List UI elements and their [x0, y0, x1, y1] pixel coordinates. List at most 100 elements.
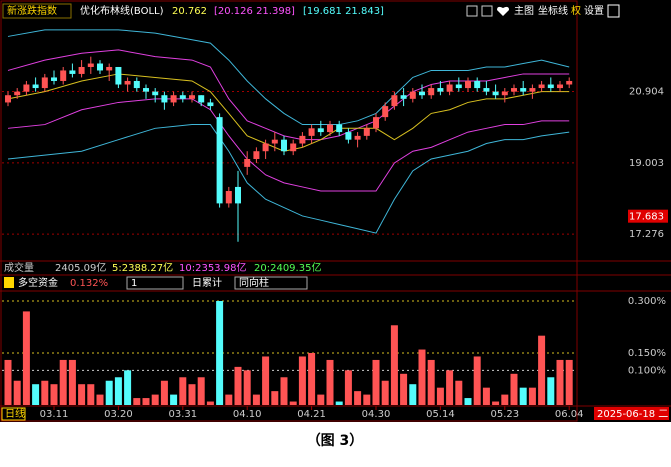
bar: [13, 380, 21, 405]
candle-body: [106, 66, 113, 71]
select-value[interactable]: 1: [131, 278, 137, 289]
bar: [446, 370, 454, 405]
x-tick-label: 03.11: [40, 409, 69, 420]
candle-body: [465, 80, 471, 89]
bar: [50, 384, 58, 405]
bar: [96, 394, 104, 405]
title: 新涨跌指数: [7, 4, 57, 17]
bar: [289, 401, 297, 405]
candle-body: [299, 135, 306, 144]
panel-title: 多空资金: [18, 276, 58, 289]
date-box: [594, 407, 669, 420]
bar: [216, 301, 224, 405]
period-box[interactable]: [1, 407, 26, 421]
candle-body: [327, 124, 333, 133]
candle-body: [317, 128, 324, 133]
bar: [124, 370, 132, 405]
x-tick-label: 04.21: [297, 409, 326, 420]
select-value[interactable]: 同向柱: [239, 276, 269, 289]
bar: [556, 359, 564, 405]
candle-body: [170, 95, 177, 103]
bar: [234, 366, 242, 405]
bar: [381, 380, 389, 405]
candle-body: [244, 159, 251, 167]
x-tick-label: 03.31: [168, 409, 197, 420]
candle-body: [382, 106, 389, 118]
candle-body: [179, 95, 186, 99]
bar: [354, 391, 362, 405]
icon-minus[interactable]: [481, 5, 493, 17]
bar: [133, 398, 141, 405]
bar: [473, 356, 481, 405]
bar: [464, 398, 472, 405]
bar: [492, 401, 500, 405]
bar: [151, 394, 159, 405]
candle-body: [152, 91, 159, 96]
bar: [179, 377, 187, 405]
candle-body: [336, 124, 343, 133]
candle-body: [492, 91, 499, 96]
volume-label: 成交量: [4, 261, 34, 274]
y-tick-label: 0.300%: [628, 296, 666, 307]
volume-ma: 10:2353.98亿: [179, 261, 246, 274]
button[interactable]: 坐标线: [538, 4, 568, 17]
bar: [280, 377, 288, 405]
y-tick-label: 17.276: [629, 229, 664, 240]
inner-band: [20.126 21.398]: [214, 6, 295, 17]
band-line: [7, 124, 570, 234]
outer-band: [19.681 21.843]: [303, 6, 384, 17]
candle-body: [235, 186, 241, 204]
candle-body: [363, 128, 370, 136]
candle-body: [225, 191, 232, 204]
highlight-label: 17.683: [629, 212, 664, 223]
mid-value: 20.762: [172, 6, 207, 17]
bar: [547, 377, 555, 405]
bar: [409, 384, 417, 405]
y-tick-label: 0.150%: [628, 348, 666, 359]
title-box: [2, 3, 72, 19]
bar: [105, 380, 113, 405]
caption: （图 3）: [307, 433, 364, 449]
x-tick-label: 05.23: [490, 409, 519, 420]
candle-body: [60, 70, 67, 81]
button[interactable]: 主图: [514, 5, 534, 17]
period[interactable]: 日线: [5, 407, 25, 420]
select[interactable]: [126, 276, 184, 290]
bar: [78, 384, 86, 405]
bar: [501, 394, 509, 405]
panel-value: 0.132%: [70, 278, 108, 289]
volume-ma: 5:2388.27亿: [112, 261, 173, 274]
bar: [565, 359, 573, 405]
bar: [68, 359, 76, 405]
bar: [298, 356, 306, 405]
bar: [482, 387, 490, 405]
button[interactable]: 设置: [584, 5, 604, 17]
highlight-box: [628, 209, 668, 223]
x-tick-label: 03.20: [104, 409, 133, 420]
candle-body: [547, 84, 554, 89]
candle-body: [51, 77, 57, 81]
icon-up[interactable]: [607, 4, 620, 18]
bar: [206, 401, 214, 405]
bar: [528, 387, 536, 405]
x-tick-label: 04.10: [233, 409, 262, 420]
candle-body: [14, 91, 21, 96]
bar: [87, 384, 95, 405]
candle-body: [501, 91, 508, 96]
select[interactable]: [234, 276, 308, 290]
candle-body: [437, 88, 444, 92]
candle-body: [409, 91, 416, 99]
icon-heart[interactable]: [497, 6, 509, 16]
candle-body: [271, 139, 278, 144]
bar: [308, 353, 316, 405]
candle-body: [161, 95, 168, 103]
icon-plus[interactable]: [466, 5, 478, 17]
button[interactable]: 权: [571, 4, 581, 17]
x-tick-label: 05.14: [426, 409, 455, 420]
help-icon[interactable]: [4, 277, 14, 288]
candle-body: [281, 139, 287, 152]
bar: [519, 387, 527, 405]
candle-body: [198, 95, 205, 103]
bar: [317, 394, 325, 405]
